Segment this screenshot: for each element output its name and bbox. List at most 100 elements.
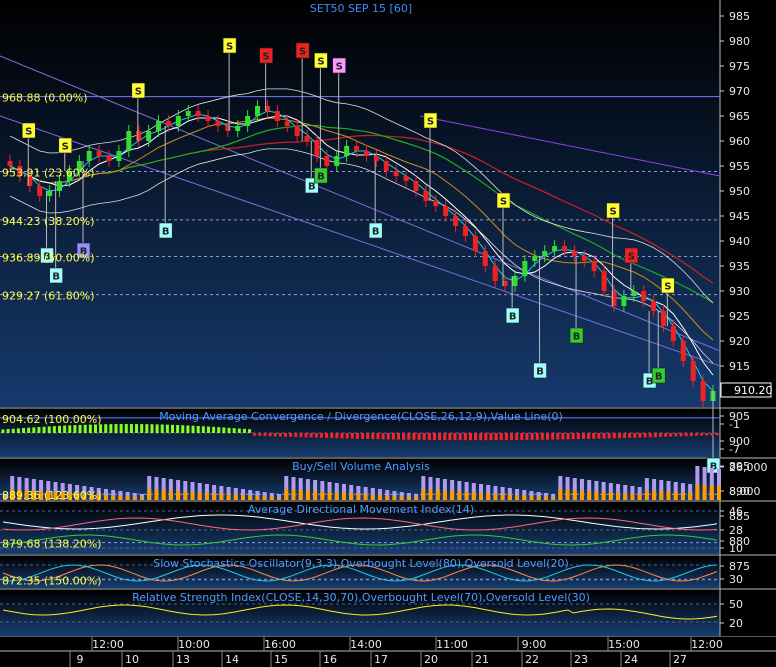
volume-bar — [255, 495, 260, 500]
volume-bar — [471, 492, 476, 500]
signal-marker — [661, 277, 675, 294]
time-tick-label: 14:00 — [350, 638, 382, 651]
volume-bar — [24, 490, 29, 500]
y-tick-label: 970 — [729, 85, 750, 98]
signal-label: B — [710, 462, 718, 473]
signal-label: S — [25, 127, 32, 138]
volume-bar — [10, 489, 15, 500]
volume-bar — [60, 483, 65, 500]
fib-level-label: 929.27 (61.80%) — [2, 290, 95, 303]
volume-bar — [479, 492, 483, 500]
signal-label: B — [80, 247, 88, 258]
volume-bar — [298, 490, 303, 500]
volume-bar — [125, 492, 130, 500]
volume-bar — [378, 489, 383, 500]
signal-marker — [624, 247, 639, 264]
volume-bar — [67, 484, 72, 500]
signal-marker — [49, 267, 63, 284]
volume-bar — [666, 491, 671, 500]
volume-bar — [551, 494, 556, 500]
volume-bar — [327, 491, 332, 500]
candle-body — [670, 326, 676, 341]
volume-bar — [103, 489, 108, 500]
y-tick-label: 980 — [729, 35, 750, 48]
signal-marker — [314, 52, 328, 69]
volume-bar — [522, 490, 527, 500]
y-tick-label: -7 — [729, 443, 740, 456]
volume-bar — [277, 497, 282, 500]
volume-bar — [414, 497, 419, 500]
trend-line — [0, 55, 721, 352]
volume-bar — [702, 467, 707, 500]
signal-label: S — [628, 252, 635, 263]
volume-bar — [341, 484, 346, 500]
volume-bar — [161, 490, 166, 500]
candle-body — [156, 121, 162, 131]
volume-bar — [147, 476, 152, 500]
volume-bar — [543, 496, 548, 500]
volume-bar — [226, 494, 231, 500]
volume-bar — [442, 479, 447, 500]
volume-bar — [479, 484, 483, 500]
signal-label: S — [427, 117, 434, 128]
candle-body — [136, 131, 142, 141]
volume-bar — [507, 494, 512, 500]
candle-body — [27, 176, 33, 186]
volume-bar — [536, 492, 541, 500]
candle-body — [542, 251, 548, 256]
volume-bar — [695, 484, 700, 500]
volume-bar — [630, 493, 635, 500]
volume-bar — [666, 481, 671, 500]
volume-bar — [435, 490, 440, 500]
adx-line — [2, 514, 718, 530]
y-tick-label: 890 — [729, 485, 750, 498]
rsi-line — [2, 604, 718, 620]
volume-bar — [565, 477, 570, 500]
adx-line — [2, 534, 718, 546]
volume-bar — [291, 489, 296, 500]
volume-bar — [457, 491, 462, 500]
volume-bar — [522, 495, 527, 500]
volume-bar — [442, 490, 447, 500]
volume-bar — [147, 489, 152, 500]
candle-body — [383, 161, 389, 171]
volume-bar — [154, 477, 159, 500]
signal-label: B — [308, 182, 316, 193]
volume-bar — [305, 479, 310, 500]
volume-bar — [197, 492, 202, 500]
volume-bar — [623, 493, 628, 500]
volume-bar — [486, 493, 491, 500]
panel-title: Buy/Sell Volume Analysis — [292, 460, 430, 473]
volume-bar — [659, 480, 664, 500]
candle-body — [264, 106, 270, 111]
y-tick-label: 885 — [729, 510, 750, 523]
volume-bar — [616, 484, 621, 500]
y-tick-label: 880 — [729, 535, 750, 548]
volume-bar — [392, 491, 397, 500]
candle-body — [106, 156, 112, 161]
signal-label: S — [664, 282, 671, 293]
volume-bar — [241, 495, 245, 500]
volume-bar — [10, 476, 15, 500]
volume-bar — [486, 485, 491, 500]
volume-bar — [168, 479, 173, 500]
day-tick-label: 24 — [624, 653, 638, 666]
volume-bar — [558, 476, 563, 500]
chart-title: SET50 SEP 15 [60] — [310, 2, 412, 15]
time-tick-label: 10:00 — [178, 638, 210, 651]
volume-bar — [269, 496, 274, 500]
candle-body — [334, 156, 340, 166]
signal-label: S — [135, 87, 142, 98]
candle-body — [423, 191, 429, 201]
volume-bar — [89, 487, 94, 500]
volume-bar — [673, 491, 678, 500]
volume-bar — [644, 478, 649, 500]
candle-body — [641, 291, 647, 301]
fib-level-label: 879.68 (138.20%) — [2, 538, 102, 551]
volume-bar — [197, 483, 202, 500]
y-tick-label: 925 — [729, 310, 750, 323]
signal-marker — [651, 367, 666, 384]
day-tick-label: 16 — [323, 653, 337, 666]
volume-bar — [341, 492, 346, 500]
volume-bar — [637, 494, 642, 500]
